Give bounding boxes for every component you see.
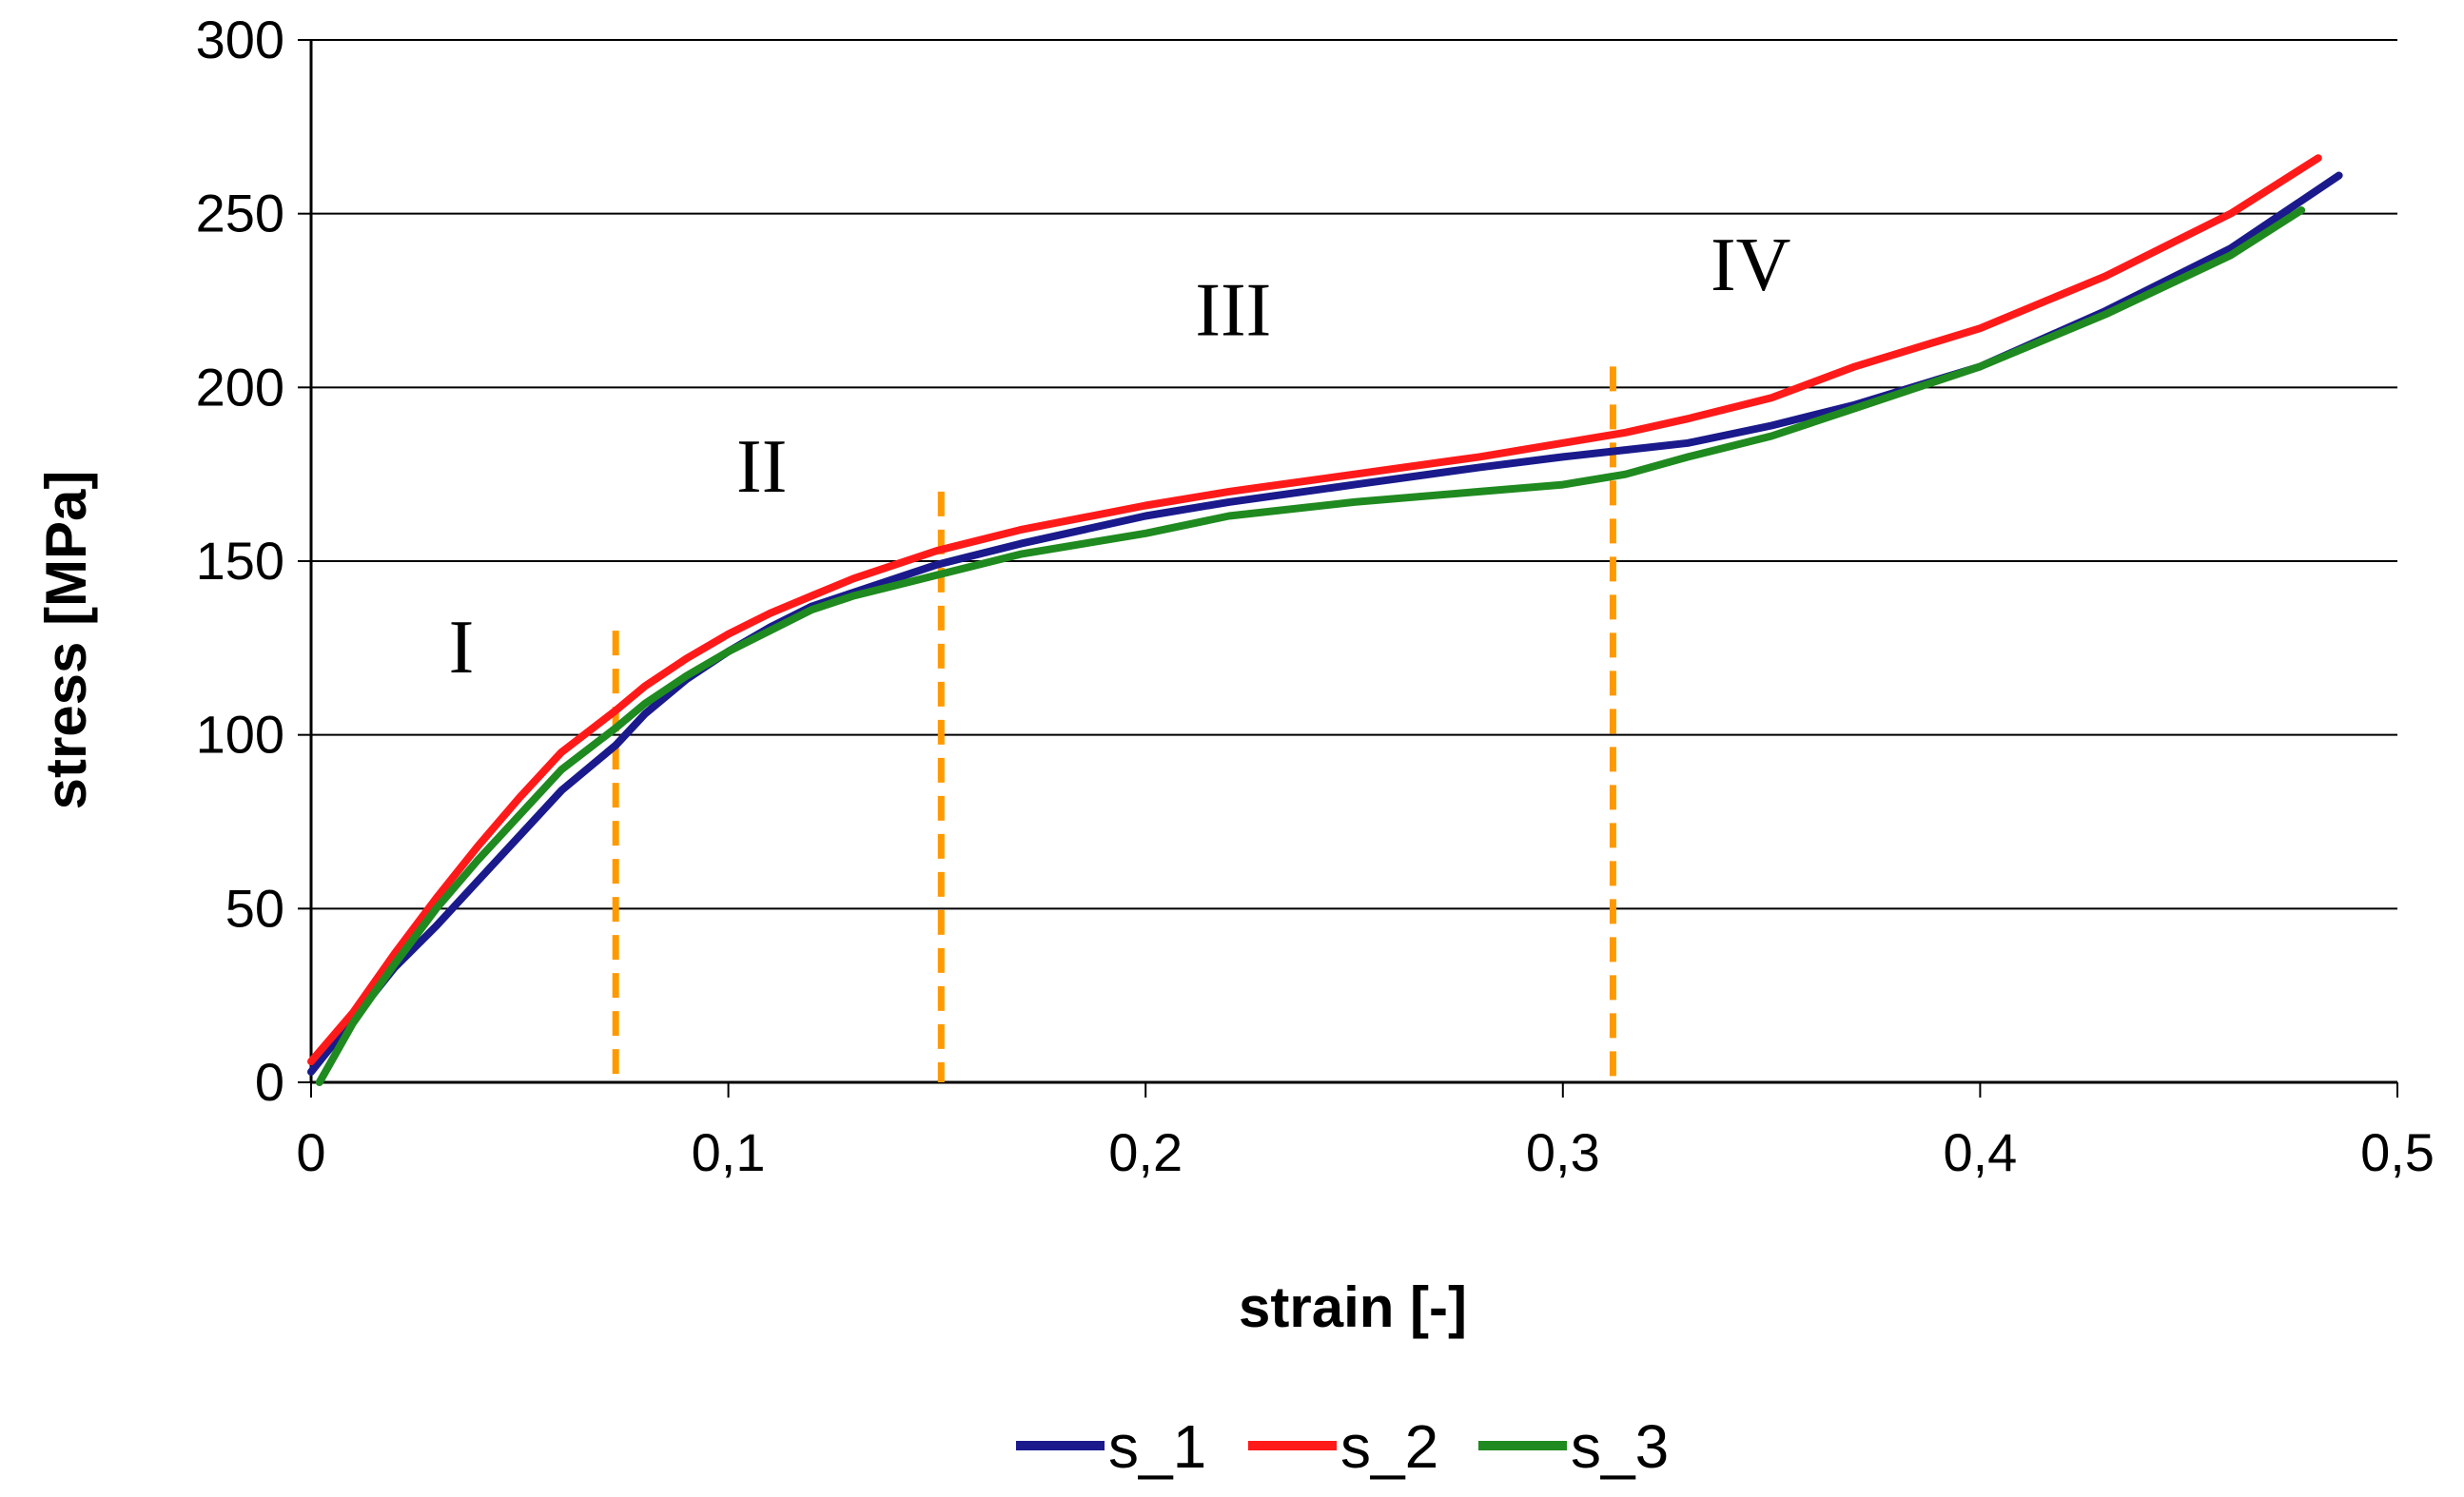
gridlines: [311, 39, 2397, 910]
x-tick-label: 0,5: [2360, 1122, 2435, 1182]
y-tick-label: 0: [255, 1052, 284, 1112]
y-tick-label: 200: [196, 357, 284, 417]
series-line-s3: [315, 206, 2306, 1086]
x-axis-title: strain [-]: [1239, 1275, 1467, 1339]
axes: [298, 39, 2398, 1098]
legend-label-s2: s_2: [1340, 1412, 1438, 1481]
y-tick-label: 50: [225, 878, 284, 938]
x-tick-label: 0,1: [692, 1122, 766, 1182]
region-label: III: [1195, 269, 1271, 353]
x-tick-label: 0,4: [1943, 1122, 2017, 1182]
tick-labels: 0 50 100 150 200 250 300 0 0,1 0,2 0,3 0,4 0,5: [196, 10, 2435, 1182]
x-tick-label: 0,3: [1526, 1122, 1600, 1182]
y-tick-label: 100: [196, 705, 284, 765]
region-label: II: [736, 425, 787, 509]
legend: s_1 s_2 s_3: [1016, 1412, 1669, 1481]
legend-label-s3: s_3: [1571, 1412, 1669, 1481]
y-tick-label: 300: [196, 10, 284, 69]
region-boundaries: [612, 366, 1616, 1082]
data-series: [307, 154, 2343, 1086]
series-line-s1: [307, 171, 2343, 1076]
y-tick-label: 250: [196, 184, 284, 243]
x-tick-label: 0: [296, 1122, 325, 1182]
x-tick-label: 0,2: [1108, 1122, 1183, 1182]
region-label: IV: [1711, 224, 1790, 307]
region-label: I: [449, 606, 475, 690]
y-tick-label: 150: [196, 531, 284, 591]
y-axis-title: stress [MPa]: [34, 471, 98, 810]
series-line-s2: [307, 154, 2322, 1066]
legend-label-s1: s_1: [1108, 1412, 1206, 1481]
